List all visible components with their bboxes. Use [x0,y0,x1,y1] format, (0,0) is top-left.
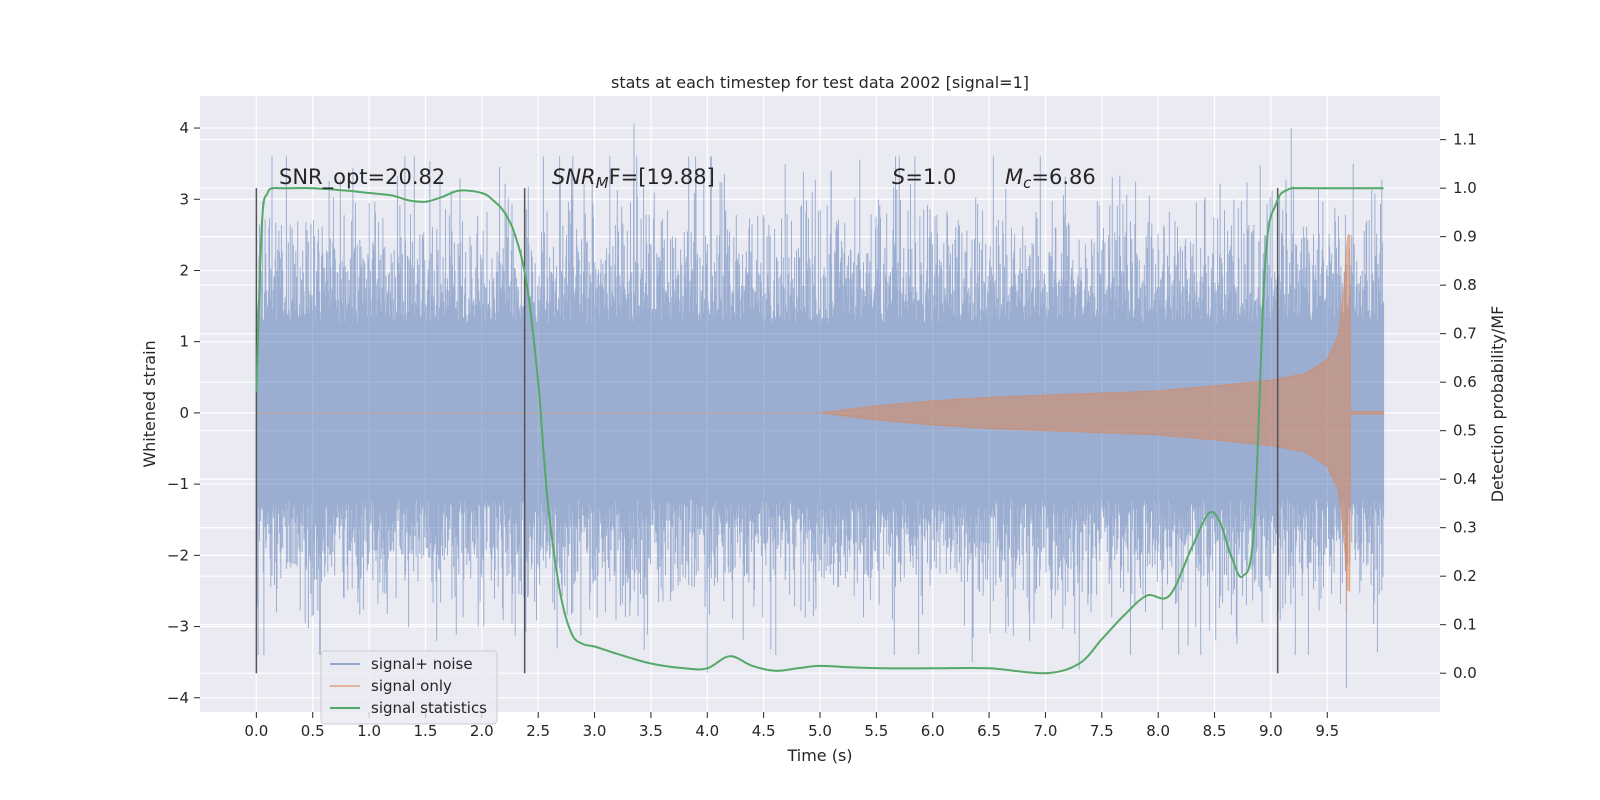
y-tick-label: −2 [167,546,189,564]
y2-axis-ticks: 1.1 1.0 0.9 0.8 0.7 0.6 0.5 0.4 0.3 0.2 0.1 0.0 [1440,131,1477,682]
y-tick-label: 4 [179,119,189,137]
x-tick-label: 0.0 [244,722,268,740]
y2-tick-label: 0.8 [1453,276,1477,294]
chart-title: stats at each timestep for test data 200… [611,73,1029,92]
x-tick-label: 4.5 [752,722,776,740]
series-signal-statistics [255,186,1384,675]
x-tick-label: 7.0 [1034,722,1058,740]
y-tick-label: 0 [179,404,189,422]
annotation-mc: Mc=6.86 [1005,165,1096,192]
y-tick-label: 3 [179,190,189,208]
x-tick-label: 6.5 [977,722,1001,740]
legend-box [320,650,498,725]
x-tick-label: 7.5 [1090,722,1114,740]
x-tick-label: 8.0 [1146,722,1170,740]
x-tick-label: 4.0 [695,722,719,740]
x-tick-label: 3.5 [639,722,663,740]
x-tick-label: 2.0 [470,722,494,740]
annotation-s: S=1.0 [892,165,956,189]
y2-tick-label: 0.2 [1453,567,1477,585]
legend-label-signal-noise: signal+ noise [371,655,473,673]
x-tick-label: 8.5 [1203,722,1227,740]
series-signal-only [256,234,1385,613]
x-tick-label: 5.0 [808,722,832,740]
y-axis-ticks: 4 3 2 1 0 −1 −2 −3 −4 [167,119,200,707]
y2-tick-label: 0.5 [1453,422,1477,440]
x-tick-label: 1.5 [414,722,438,740]
x-axis-label: Time (s) [786,746,852,765]
x-tick-label: 2.5 [526,722,550,740]
y2-tick-label: 0.1 [1453,616,1477,634]
x-tick-label: 9.0 [1259,722,1283,740]
x-tick-label: 5.5 [864,722,888,740]
x-tick-label: 1.0 [357,722,381,740]
y2-tick-label: 0.7 [1453,325,1477,343]
y2-tick-label: 0.9 [1453,228,1477,246]
x-tick-label: 9.5 [1315,722,1339,740]
y-tick-label: 1 [179,333,189,351]
y-tick-label: 2 [179,261,189,279]
annotation-snr-mf: SNRMF=[19.88] [552,165,715,192]
x-tick-label: 0.5 [301,722,325,740]
y2-tick-label: 0.0 [1453,664,1477,682]
legend-label-signal-statistics: signal statistics [371,699,487,717]
annotation-snr-opt: SNR_opt=20.82 [279,165,445,190]
legend-label-signal-only: signal only [371,677,452,695]
legend: signal+ noise signal only signal statist… [320,650,498,725]
y-tick-label: −1 [167,475,189,493]
x-tick-label: 3.0 [583,722,607,740]
y2-tick-label: 0.4 [1453,470,1477,488]
y2-tick-label: 1.0 [1453,179,1477,197]
y-axis-label: Whitened strain [140,340,159,467]
y2-axis-label: Detection probability/MF [1488,306,1507,503]
y2-tick-label: 1.1 [1453,131,1477,149]
y2-tick-label: 0.3 [1453,519,1477,537]
x-axis-ticks: 0.0 0.5 1.0 1.5 2.0 2.5 3.0 3.5 4.0 4.5 5.0 5.5 6.0 6… [244,712,1339,740]
y-tick-label: −3 [167,618,189,636]
y-tick-label: −4 [167,689,189,707]
x-tick-label: 6.0 [921,722,945,740]
y2-tick-label: 0.6 [1453,373,1477,391]
